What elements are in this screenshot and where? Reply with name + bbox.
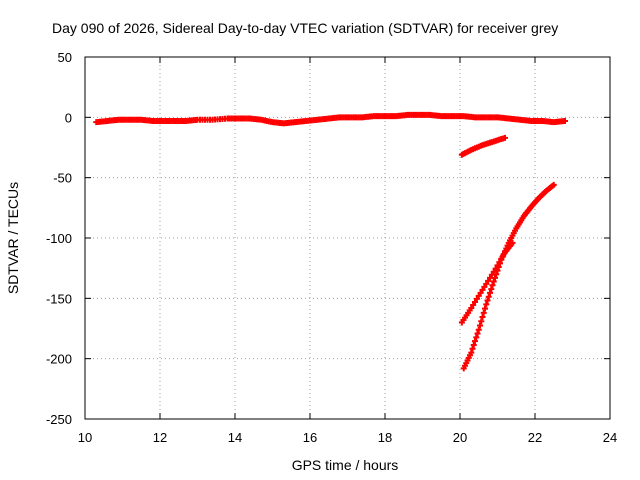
data-points bbox=[93, 111, 568, 372]
data-point bbox=[468, 349, 475, 356]
data-point bbox=[479, 286, 486, 293]
data-point bbox=[490, 278, 497, 285]
data-point bbox=[562, 117, 568, 124]
series-steep-arc-a bbox=[460, 181, 557, 372]
data-point bbox=[494, 262, 501, 269]
data-point bbox=[468, 304, 475, 311]
data-point bbox=[485, 293, 492, 300]
series-steep-arc-b bbox=[458, 239, 516, 326]
data-point bbox=[481, 283, 488, 290]
y-ticks: -250 -200 -150 -100 -50 0 50 bbox=[46, 50, 610, 427]
y-tick-label: 50 bbox=[58, 50, 72, 65]
data-point bbox=[483, 280, 490, 287]
grid bbox=[85, 57, 610, 419]
x-tick-label: 16 bbox=[303, 430, 317, 445]
data-point bbox=[470, 301, 477, 308]
data-point bbox=[498, 255, 505, 262]
data-point bbox=[484, 297, 491, 304]
data-point bbox=[509, 239, 516, 246]
y-tick-label: -200 bbox=[46, 352, 72, 367]
data-point bbox=[475, 292, 482, 299]
x-tick-label: 12 bbox=[153, 430, 167, 445]
plot-frame bbox=[84, 56, 611, 420]
x-tick-label: 14 bbox=[228, 430, 242, 445]
data-point bbox=[487, 289, 493, 296]
data-point bbox=[475, 326, 482, 333]
x-tick-label: 22 bbox=[528, 430, 542, 445]
data-point bbox=[473, 334, 480, 341]
data-point bbox=[488, 286, 495, 293]
series-main-band bbox=[93, 111, 568, 127]
data-point bbox=[478, 318, 485, 325]
data-point bbox=[474, 330, 481, 337]
data-point bbox=[472, 298, 478, 305]
data-point bbox=[479, 314, 486, 321]
data-point bbox=[473, 295, 480, 302]
x-ticks: 10 12 14 16 18 20 22 24 bbox=[78, 57, 617, 445]
data-point bbox=[470, 341, 477, 348]
data-point bbox=[477, 289, 484, 296]
y-tick-label: -150 bbox=[46, 291, 72, 306]
data-point bbox=[469, 345, 476, 352]
y-tick-label: 0 bbox=[65, 110, 72, 125]
x-tick-label: 20 bbox=[453, 430, 467, 445]
data-point bbox=[502, 134, 508, 141]
data-point bbox=[485, 277, 492, 284]
data-point bbox=[550, 181, 557, 188]
chart-title: Day 090 of 2026, Sidereal Day-to-day VTE… bbox=[52, 20, 558, 36]
y-axis-label: SDTVAR / TECUs bbox=[5, 182, 21, 294]
data-point bbox=[487, 274, 493, 281]
data-point bbox=[472, 338, 478, 345]
y-tick-label: -50 bbox=[53, 171, 72, 186]
data-point bbox=[489, 282, 496, 289]
y-tick-label: -250 bbox=[46, 412, 72, 427]
data-point bbox=[477, 322, 483, 329]
x-tick-label: 10 bbox=[78, 430, 92, 445]
data-point bbox=[492, 265, 499, 272]
y-tick-label: -100 bbox=[46, 231, 72, 246]
data-point bbox=[490, 268, 497, 275]
x-tick-label: 24 bbox=[603, 430, 617, 445]
data-point bbox=[488, 271, 495, 278]
x-tick-label: 18 bbox=[378, 430, 392, 445]
data-point bbox=[496, 259, 503, 266]
data-point bbox=[500, 252, 507, 259]
x-axis-label: GPS time / hours bbox=[292, 457, 399, 473]
data-point bbox=[480, 309, 487, 316]
data-point bbox=[482, 305, 488, 312]
data-point bbox=[483, 301, 490, 308]
series-short-arc bbox=[458, 134, 508, 158]
